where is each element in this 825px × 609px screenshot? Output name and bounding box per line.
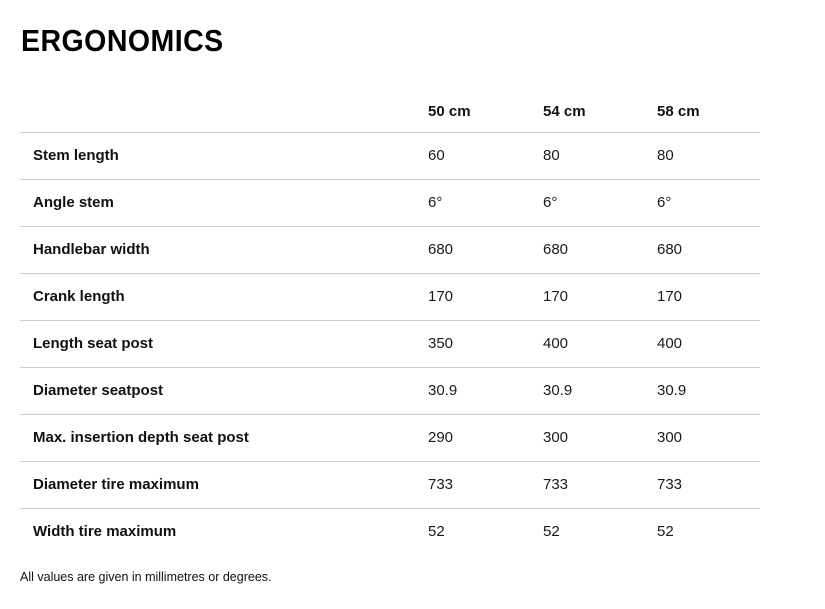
cell-value: 680 [428, 241, 454, 258]
cell-value: 30.9 [428, 382, 458, 399]
cell-value: 6° [543, 194, 558, 211]
row-label: Stem length [33, 147, 119, 164]
cell-value: 6° [428, 194, 443, 211]
column-header-50cm: 50 cm [428, 91, 543, 133]
row-label: Angle stem [33, 194, 114, 211]
cell-value: 80 [543, 147, 560, 164]
footnote: All values are given in millimetres or d… [20, 570, 272, 584]
row-label: Length seat post [33, 335, 154, 352]
cell-value: 680 [657, 241, 683, 258]
table-row-width-tire-maximum: Width tire maximum 52 52 52 [20, 508, 760, 555]
header-row: 50 cm 54 cm 58 cm [20, 91, 760, 133]
cell-value: 30.9 [543, 382, 573, 399]
table-row-length-seat-post: Length seat post 350 400 400 [20, 320, 760, 367]
cell-value: 733 [657, 476, 683, 493]
cell-value: 290 [428, 429, 454, 446]
page-title: ERGONOMICS [21, 23, 224, 58]
cell-value: 170 [543, 288, 569, 305]
cell-value: 6° [657, 194, 672, 211]
cell-value: 52 [428, 523, 445, 541]
table-row-max-insertion-depth: Max. insertion depth seat post 290 300 3… [20, 414, 760, 461]
column-header-58cm: 58 cm [657, 91, 760, 133]
cell-value: 170 [428, 288, 454, 305]
table-row-diameter-tire-maximum: Diameter tire maximum 733 733 733 [20, 461, 760, 508]
row-label: Max. insertion depth seat post [33, 429, 249, 446]
spec-table: 50 cm 54 cm 58 cm Stem length 60 80 80 A… [20, 91, 760, 555]
ergonomics-section: ERGONOMICS 50 cm 54 cm 58 cm Stem length… [0, 23, 825, 609]
row-label: Handlebar width [33, 241, 150, 258]
row-label: Crank length [33, 288, 125, 305]
row-label: Width tire maximum [33, 523, 177, 541]
table-row-handlebar-width: Handlebar width 680 680 680 [20, 226, 760, 273]
table-row-diameter-seatpost: Diameter seatpost 30.9 30.9 30.9 [20, 367, 760, 414]
row-label: Diameter seatpost [33, 382, 164, 399]
cell-value: 300 [657, 429, 683, 446]
table-row-crank-length: Crank length 170 170 170 [20, 273, 760, 320]
column-header-54cm: 54 cm [543, 91, 657, 133]
row-label: Diameter tire maximum [33, 476, 199, 493]
cell-value: 60 [428, 147, 445, 164]
cell-value: 400 [657, 335, 683, 352]
cell-value: 680 [543, 241, 569, 258]
cell-value: 52 [543, 523, 560, 541]
cell-value: 733 [428, 476, 454, 493]
header-empty-cell [20, 91, 428, 133]
cell-value: 350 [428, 335, 454, 352]
cell-value: 30.9 [657, 382, 687, 399]
cell-value: 733 [543, 476, 569, 493]
cell-value: 170 [657, 288, 683, 305]
cell-value: 52 [657, 523, 674, 541]
cell-value: 80 [657, 147, 674, 164]
cell-value: 400 [543, 335, 569, 352]
table-row-stem-length: Stem length 60 80 80 [20, 132, 760, 179]
cell-value: 300 [543, 429, 569, 446]
table-row-angle-stem: Angle stem 6° 6° 6° [20, 179, 760, 226]
